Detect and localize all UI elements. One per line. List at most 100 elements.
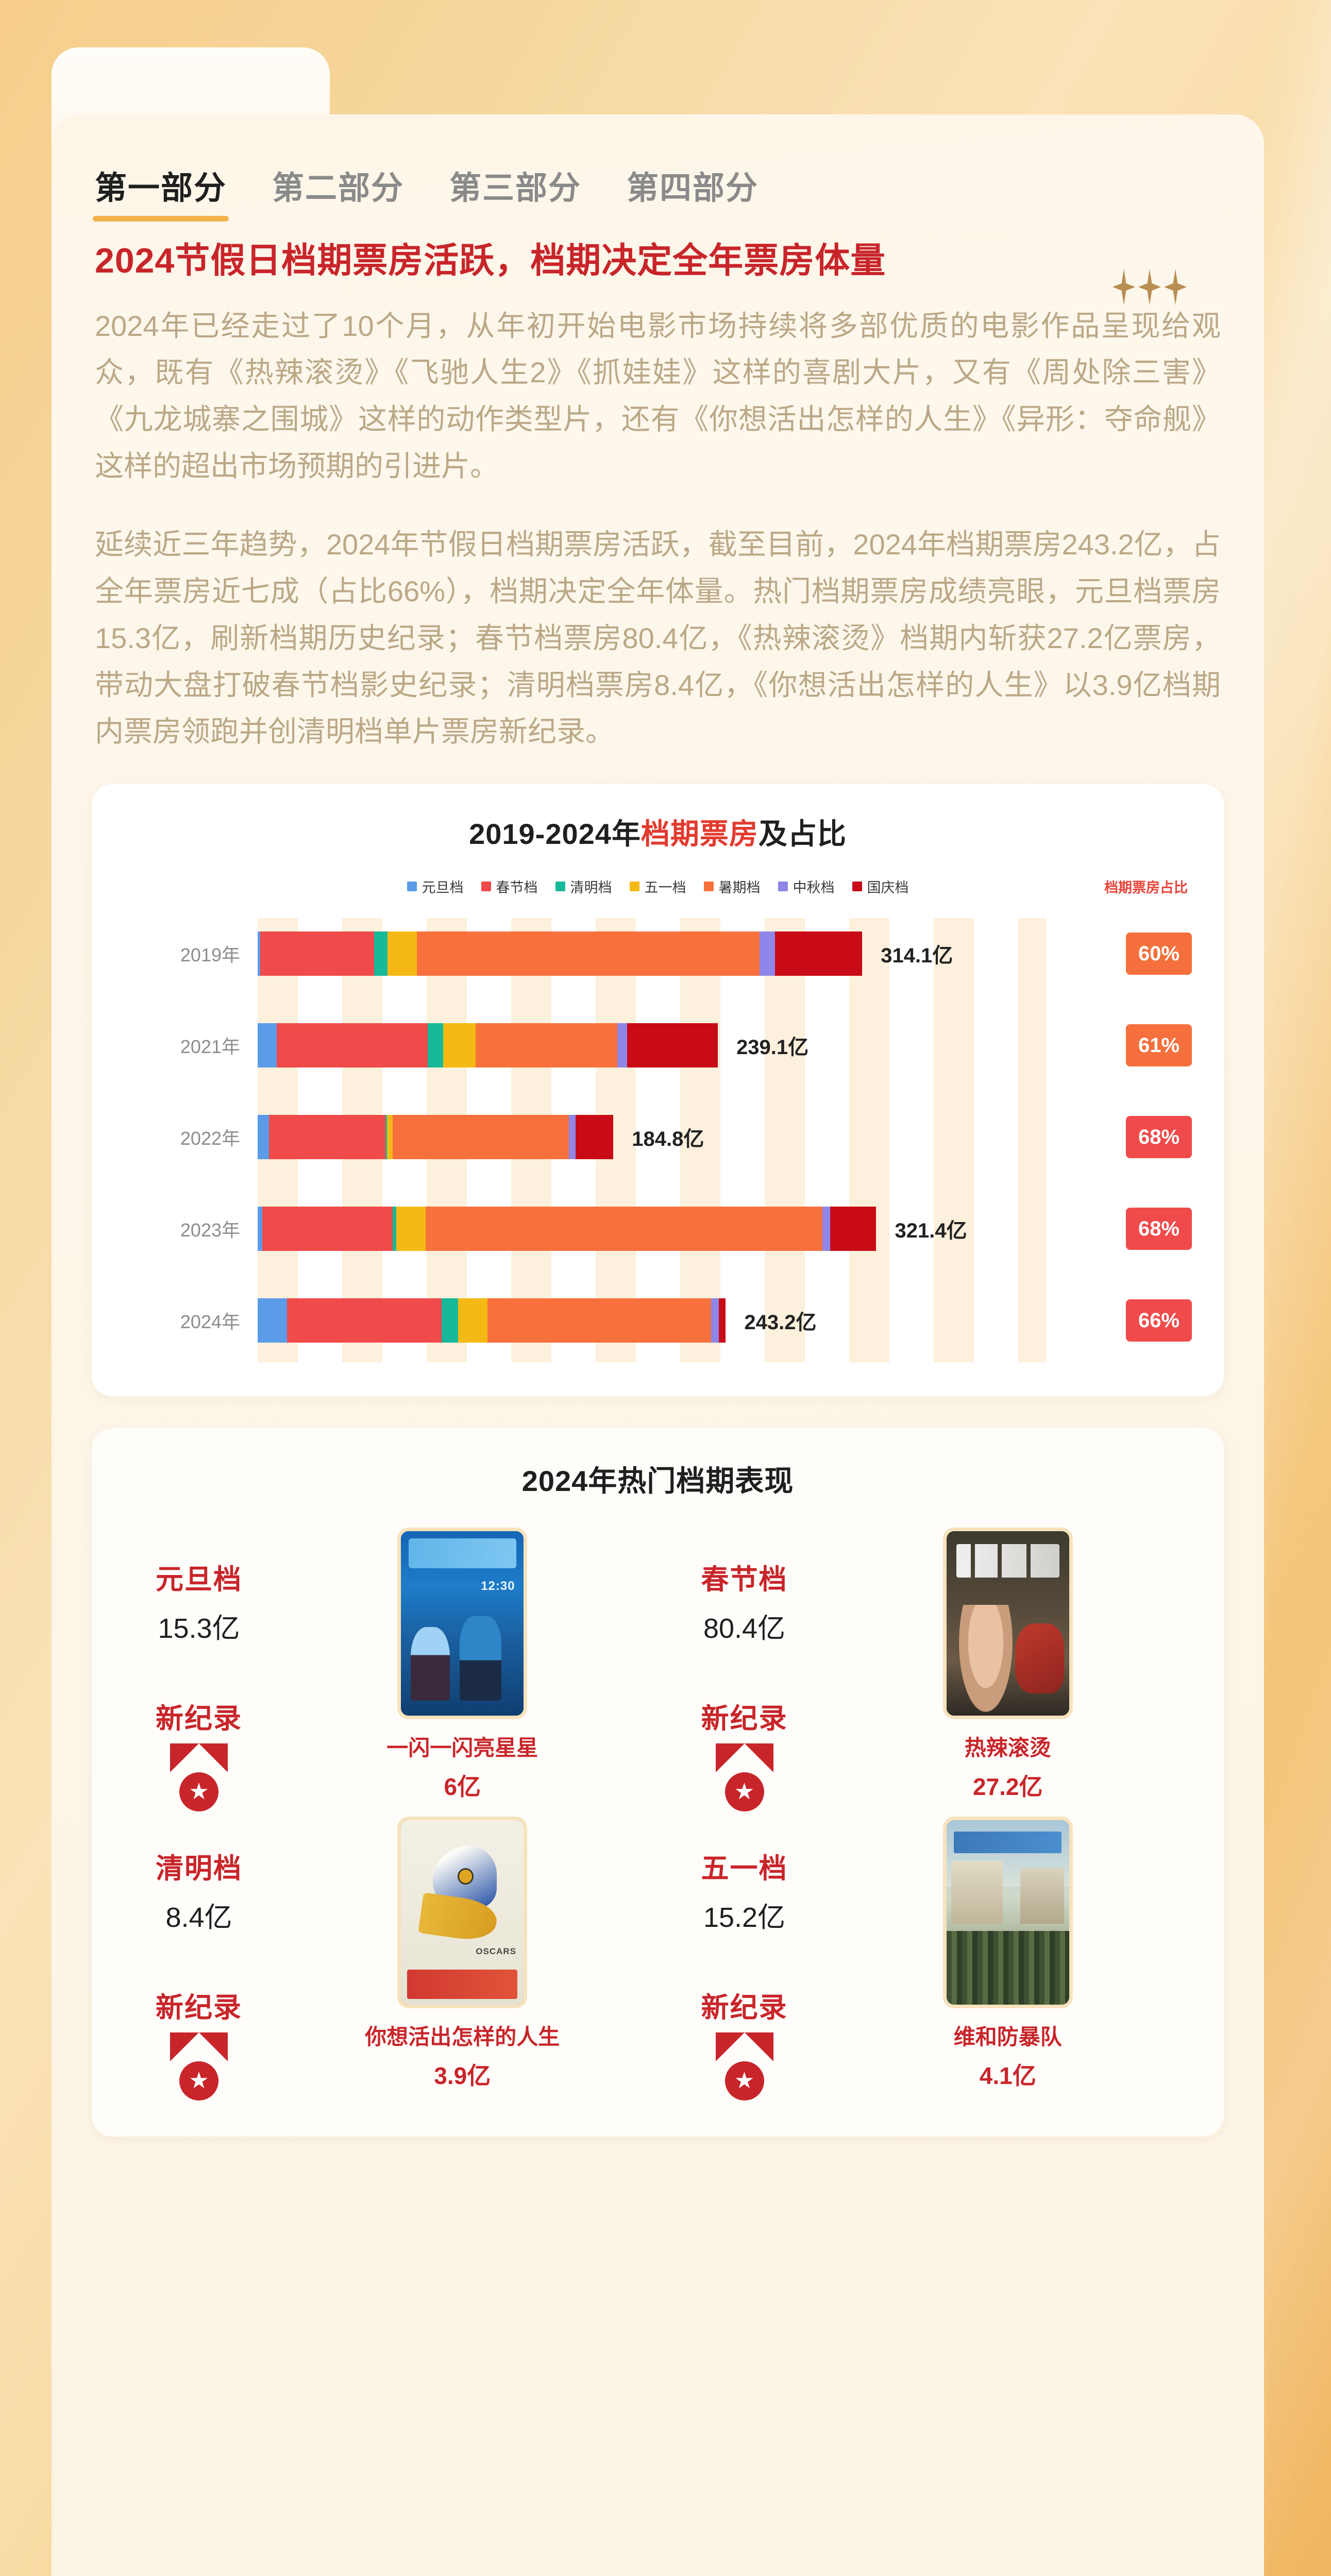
chart-title: 2019-2024年档期票房及占比 <box>114 811 1201 853</box>
legend-item-4: 暑期档 <box>703 876 761 896</box>
medal-icon: ★ <box>170 2032 228 2101</box>
bar-segment-暑期档 <box>416 931 760 976</box>
chart-legend: 元旦档 春节档 清明档 五一档 暑期档 中秋档 国庆档 档期票房占比 <box>114 876 1201 896</box>
legend-swatch-icon <box>629 882 639 892</box>
bar-segment-国庆档 <box>576 1115 614 1160</box>
status-badge: 66% <box>1126 1299 1192 1342</box>
bar-segment-国庆档 <box>718 1298 726 1343</box>
bar-segment-五一档 <box>396 1207 426 1251</box>
legend-item-3: 五一档 <box>629 876 686 896</box>
bar-segment-清明档 <box>374 931 388 976</box>
legend-label: 中秋档 <box>793 880 835 896</box>
bar-segment-春节档 <box>269 1115 386 1160</box>
movie-amount: 6亿 <box>444 1773 481 1801</box>
bar-total-label: 239.1亿 <box>736 1036 809 1059</box>
bar-segment-暑期档 <box>475 1023 618 1068</box>
bar-segment-五一档 <box>387 1115 393 1160</box>
record-label: 新纪录 <box>156 1992 242 2024</box>
season-amount: 80.4亿 <box>703 1613 786 1645</box>
hot-schedule-grid: 元旦档 15.3亿 新纪录 ★ 12:30 一闪一闪亮星星 6亿 春节档 80.4亿新纪录 ★ 热辣… <box>112 1528 1204 2101</box>
stacked-bar <box>258 1298 726 1343</box>
chart-row: 2022年 184.8亿 68% <box>114 1091 1201 1183</box>
hot-schedule-item: 元旦档 15.3亿 新纪录 ★ 12:30 一闪一闪亮星星 6亿 <box>112 1528 658 1812</box>
status-badge: 60% <box>1126 933 1192 975</box>
hot-item-poster-col: 热辣滚烫 27.2亿 <box>822 1528 1194 1802</box>
bar-total-label: 321.4亿 <box>895 1219 967 1243</box>
season-amount: 15.3亿 <box>158 1613 240 1645</box>
chart-title-plain: 2019-2024年 <box>469 818 641 851</box>
hot-item-poster-col: 12:30 一闪一闪亮星星 6亿 <box>276 1528 649 1802</box>
chart-row: 2023年 321.4亿 68% <box>114 1183 1201 1275</box>
share-column-header: 档期票房占比 <box>1104 880 1188 896</box>
movie-title: 维和防暴队 <box>953 2025 1062 2049</box>
tab-part-4[interactable]: 第四部分 <box>604 162 781 227</box>
tab-bar: 第一部分 第二部分 第三部分 第四部分 <box>52 114 1264 227</box>
bar-segment-中秋档 <box>759 931 775 976</box>
season-amount: 15.2亿 <box>703 1902 786 1934</box>
chart-row: 2019年 314.1亿 60% <box>114 908 1201 999</box>
hot-item-poster-col: OSCARS 你想活出怎样的人生 3.9亿 <box>276 1817 649 2091</box>
movie-title: 你想活出怎样的人生 <box>365 2025 560 2049</box>
bar-segment-元旦档 <box>258 1298 288 1343</box>
bar-segment-国庆档 <box>627 1023 718 1068</box>
bar-segment-中秋档 <box>711 1298 719 1343</box>
legend-label: 春节档 <box>496 880 538 896</box>
chart-bar-zone: 239.1亿 61% <box>258 999 1201 1091</box>
bar-total-label: 243.2亿 <box>744 1311 817 1334</box>
bar-segment-五一档 <box>387 931 417 976</box>
hot-schedule-card: 2024年热门档期表现 元旦档 15.3亿 新纪录 ★ 12:30 一闪一闪亮星星 6亿 春节… <box>92 1428 1224 2137</box>
chart-category-label: 2019年 <box>180 944 240 966</box>
bar-segment-春节档 <box>260 931 374 976</box>
legend-swatch-icon <box>852 882 862 892</box>
chart-title-highlight: 档期票房 <box>641 818 759 851</box>
movie-amount: 4.1亿 <box>979 2062 1036 2090</box>
movie-title: 一闪一闪亮星星 <box>386 1736 538 1760</box>
stacked-bar <box>258 1115 614 1160</box>
content-sheet: 第一部分 第二部分 第三部分 第四部分 2024节假日档期票房活跃，档期决定全年… <box>52 114 1264 2576</box>
page-title: 2024节假日档期票房活跃，档期决定全年票房体量 <box>95 241 886 280</box>
movie-poster[interactable] <box>942 1817 1073 2009</box>
chart-bar-zone: 243.2亿 66% <box>258 1275 1201 1366</box>
record-label: 新纪录 <box>701 1703 788 1735</box>
status-badge: 68% <box>1126 1208 1192 1250</box>
chart-bar-zone: 321.4亿 68% <box>258 1183 1201 1275</box>
hot-item-poster-col: 维和防暴队 4.1亿 <box>822 1817 1194 2091</box>
hot-schedule-item: 春节档 80.4亿新纪录 ★ 热辣滚烫 27.2亿 <box>658 1528 1204 1812</box>
tab-label: 第四部分 <box>627 171 759 206</box>
chart-category-label: 2021年 <box>180 1036 240 1058</box>
bar-segment-五一档 <box>458 1298 487 1343</box>
chart-card: 2019-2024年档期票房及占比 元旦档 春节档 清明档 五一档 暑期档 中秋档 国庆档 档… <box>92 784 1224 1397</box>
bar-segment-春节档 <box>276 1023 428 1068</box>
tab-part-1[interactable]: 第一部分 <box>72 162 249 227</box>
hot-item-info: 五一档 15.2亿 新纪录 ★ <box>667 1817 822 2101</box>
tab-label: 第三部分 <box>449 171 582 206</box>
hot-item-info: 元旦档 15.3亿 新纪录 ★ <box>122 1528 276 1812</box>
medal-icon: ★ <box>715 2032 773 2101</box>
season-label: 五一档 <box>701 1853 788 1885</box>
hot-schedule-title: 2024年热门档期表现 <box>521 1465 794 1498</box>
season-label: 春节档 <box>701 1564 788 1596</box>
legend-item-0: 元旦档 <box>407 876 464 896</box>
movie-amount: 3.9亿 <box>434 2062 491 2090</box>
stacked-bar <box>258 1023 718 1068</box>
medal-icon: ★ <box>715 1743 773 1812</box>
movie-amount: 27.2亿 <box>972 1773 1043 1801</box>
status-badge: 68% <box>1126 1116 1192 1159</box>
chart-category-label: 2022年 <box>180 1128 240 1149</box>
movie-poster[interactable]: OSCARS <box>397 1817 528 2009</box>
bar-segment-中秋档 <box>568 1115 576 1160</box>
bar-total-label: 314.1亿 <box>881 944 953 968</box>
tab-part-2[interactable]: 第二部分 <box>249 162 427 227</box>
paragraph-2: 延续近三年趋势，2024年节假日档期票房活跃，截至目前，2024年档期票房243… <box>95 528 1221 748</box>
movie-poster[interactable] <box>942 1528 1073 1720</box>
bar-segment-国庆档 <box>830 1207 877 1251</box>
sparkle-icon <box>1113 269 1187 305</box>
season-amount: 8.4亿 <box>165 1902 232 1934</box>
bar-segment-元旦档 <box>258 931 260 976</box>
movie-poster[interactable]: 12:30 <box>397 1528 528 1720</box>
chart-rows: 2019年 314.1亿 60% 2021年 239.1亿 61% 2022年 184.8亿 6… <box>114 908 1201 1366</box>
bar-segment-五一档 <box>443 1023 476 1068</box>
bar-segment-中秋档 <box>617 1023 627 1068</box>
tab-part-3[interactable]: 第三部分 <box>427 162 604 227</box>
